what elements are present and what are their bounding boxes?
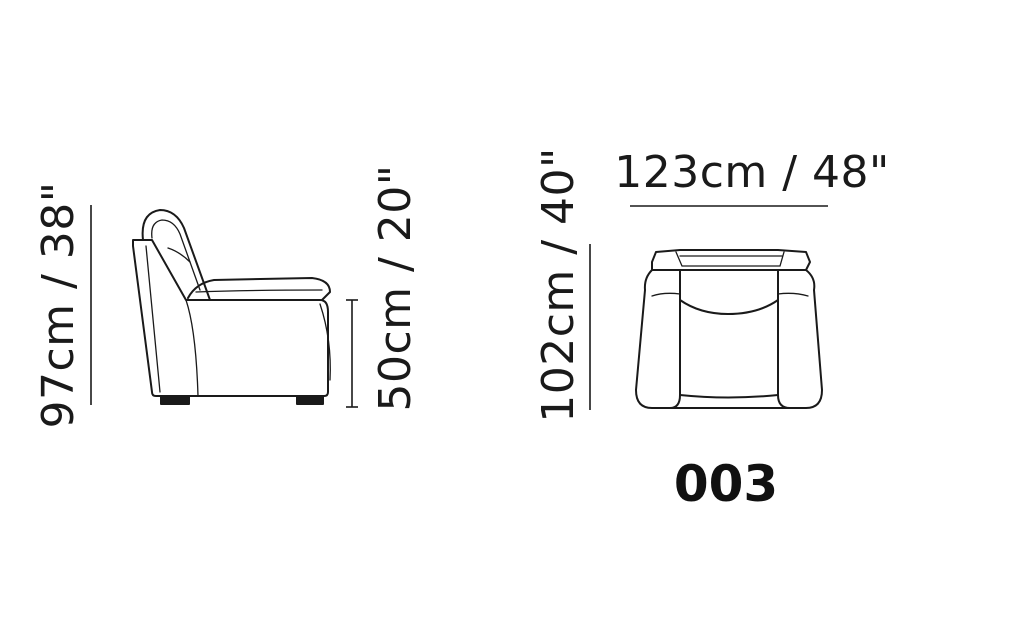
width-dimension: 123cm / 48" [614,147,890,207]
top-backrest-edge [675,251,785,267]
depth-label: 102cm / 40" [533,147,584,423]
side-rear-foot [160,396,190,405]
side-seat-seam [195,289,323,293]
width-label: 123cm / 48" [614,147,890,198]
side-front-foot [296,396,324,405]
top-backrest-band [651,249,811,271]
side-front-curve [185,299,199,397]
overall-height-dimension: 97cm / 38" [33,181,92,429]
side-backrest-seam [167,247,191,263]
top-seat [679,299,779,315]
side-arm-front [319,303,331,381]
model-code: 003 [674,455,778,513]
overall-height-label: 97cm / 38" [33,181,84,428]
seat-height-dimension: 50cm / 20" [346,164,421,412]
chair-top-view [635,249,823,409]
top-right-arm-seam [777,292,809,297]
top-left-arm-seam [651,292,681,297]
top-seat-front [679,394,779,399]
top-right-arm [777,269,823,409]
side-inner-back [145,245,161,393]
depth-dimension: 102cm / 40" [533,147,591,423]
seat-height-label: 50cm / 20" [370,164,421,411]
side-outer-body [132,239,329,397]
side-backrest-roll [141,209,211,301]
top-left-arm [635,269,681,409]
chair-side-view [132,209,331,405]
side-seat-cushion [187,277,331,301]
side-backrest-inner [151,219,201,291]
